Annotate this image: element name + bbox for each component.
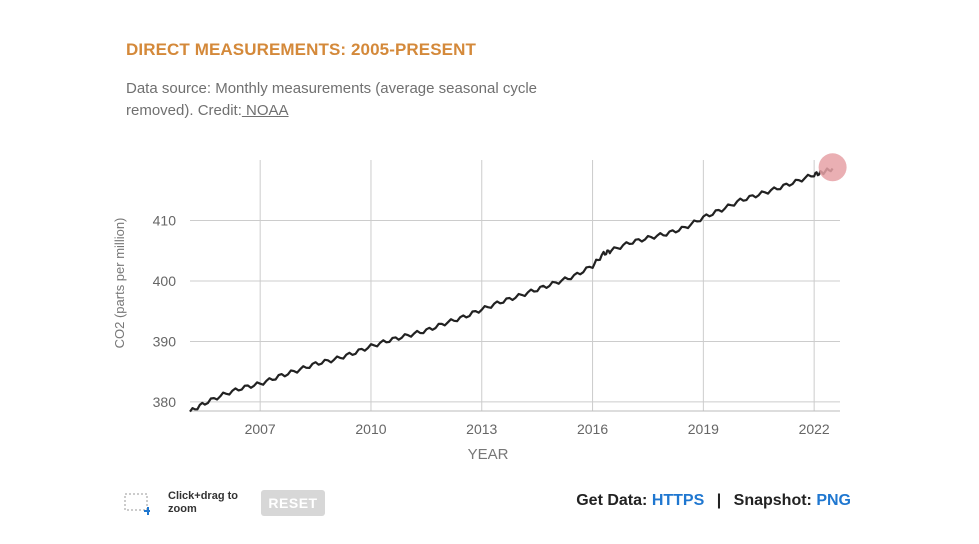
reset-button[interactable]: RESET xyxy=(261,490,325,516)
x-tick-label: 2013 xyxy=(466,421,497,437)
y-tick-label: 400 xyxy=(153,273,177,289)
x-axis-label: YEAR xyxy=(468,446,509,463)
grid-lines xyxy=(190,160,840,412)
x-tick-label: 2022 xyxy=(799,421,830,437)
zoom-selection-icon xyxy=(124,493,150,515)
y-axis-label: CO2 (parts per million) xyxy=(112,218,127,349)
y-tick-label: 410 xyxy=(153,212,177,228)
credit-link[interactable]: NOAA xyxy=(241,102,289,119)
latest-value-marker[interactable] xyxy=(818,153,847,182)
chart-title: DIRECT MEASUREMENTS: 2005-PRESENT xyxy=(126,40,476,59)
y-tick-label: 380 xyxy=(153,394,177,410)
x-tick-label: 2019 xyxy=(688,421,719,437)
y-tick-label: 390 xyxy=(153,333,177,349)
x-tick-label: 2007 xyxy=(245,421,276,437)
snapshot-label: Snapshot: xyxy=(733,492,812,509)
png-link[interactable]: PNG xyxy=(816,492,851,509)
https-link[interactable]: HTTPS xyxy=(651,492,705,509)
zoom-hint: Click+drag to zoom xyxy=(168,490,238,515)
tick-labels: 2007 2010 2013 2016 2019 2022 380 390 400 410 xyxy=(153,212,830,437)
x-tick-label: 2010 xyxy=(355,421,386,437)
data-source-text: Data source: Monthly measurements (avera… xyxy=(126,78,596,122)
get-data-label: Get Data: xyxy=(576,492,648,509)
link-separator: | xyxy=(716,492,722,509)
source-description: Data source: Monthly measurements (avera… xyxy=(126,80,538,119)
data-links: Get Data: HTTPS | Snapshot: PNG xyxy=(576,492,851,510)
x-tick-label: 2016 xyxy=(577,421,608,437)
co2-series-line xyxy=(189,167,834,413)
